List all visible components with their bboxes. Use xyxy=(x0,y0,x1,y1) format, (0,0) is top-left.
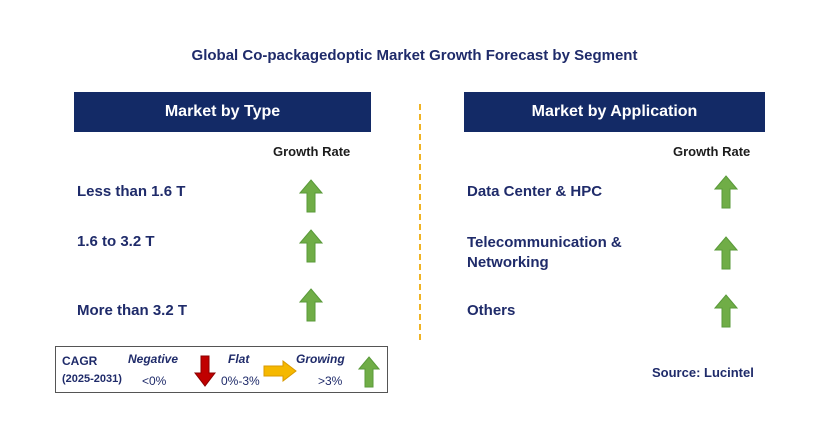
panel-divider xyxy=(419,104,421,340)
type-row-label: Less than 1.6 T xyxy=(77,183,186,200)
market-by-type-header: Market by Type xyxy=(74,92,371,132)
arrow-down-icon xyxy=(194,355,216,387)
legend-growing-range: >3% xyxy=(318,374,343,388)
arrow-up-icon xyxy=(714,294,738,328)
growth-rate-label-type: Growth Rate xyxy=(273,144,351,159)
application-row-label-line2: Networking xyxy=(467,254,549,271)
arrow-up-icon xyxy=(299,288,323,322)
legend-flat-range: 0%-3% xyxy=(221,374,260,388)
legend-negative-label: Negative xyxy=(128,352,179,366)
arrow-up-icon xyxy=(358,356,380,388)
application-row-label-line1: Telecommunication & xyxy=(467,234,622,251)
page-title: Global Co-packagedoptic Market Growth Fo… xyxy=(191,47,638,64)
legend-period: (2025-2031) xyxy=(62,373,122,385)
application-row-label: Others xyxy=(467,302,516,319)
application-row-label: Telecommunication & Networking xyxy=(467,233,622,273)
growth-rate-label-application: Growth Rate xyxy=(673,144,751,159)
legend-cagr: CAGR xyxy=(62,354,98,368)
type-row-label: More than 3.2 T xyxy=(77,302,188,319)
application-row-label: Data Center & HPC xyxy=(467,183,603,200)
legend-flat-label: Flat xyxy=(228,352,250,366)
arrow-right-icon xyxy=(263,360,297,382)
type-row-label: 1.6 to 3.2 T xyxy=(77,233,155,250)
source-label: Source: Lucintel xyxy=(652,365,754,380)
market-by-application-header: Market by Application xyxy=(464,92,765,132)
arrow-up-icon xyxy=(299,179,323,213)
arrow-up-icon xyxy=(299,229,323,263)
legend-growing-label: Growing xyxy=(296,352,345,366)
arrow-up-icon xyxy=(714,175,738,209)
cagr-legend: CAGR (2025-2031) Negative <0% Flat 0%-3%… xyxy=(55,346,388,393)
legend-negative-range: <0% xyxy=(142,374,167,388)
arrow-up-icon xyxy=(714,236,738,270)
